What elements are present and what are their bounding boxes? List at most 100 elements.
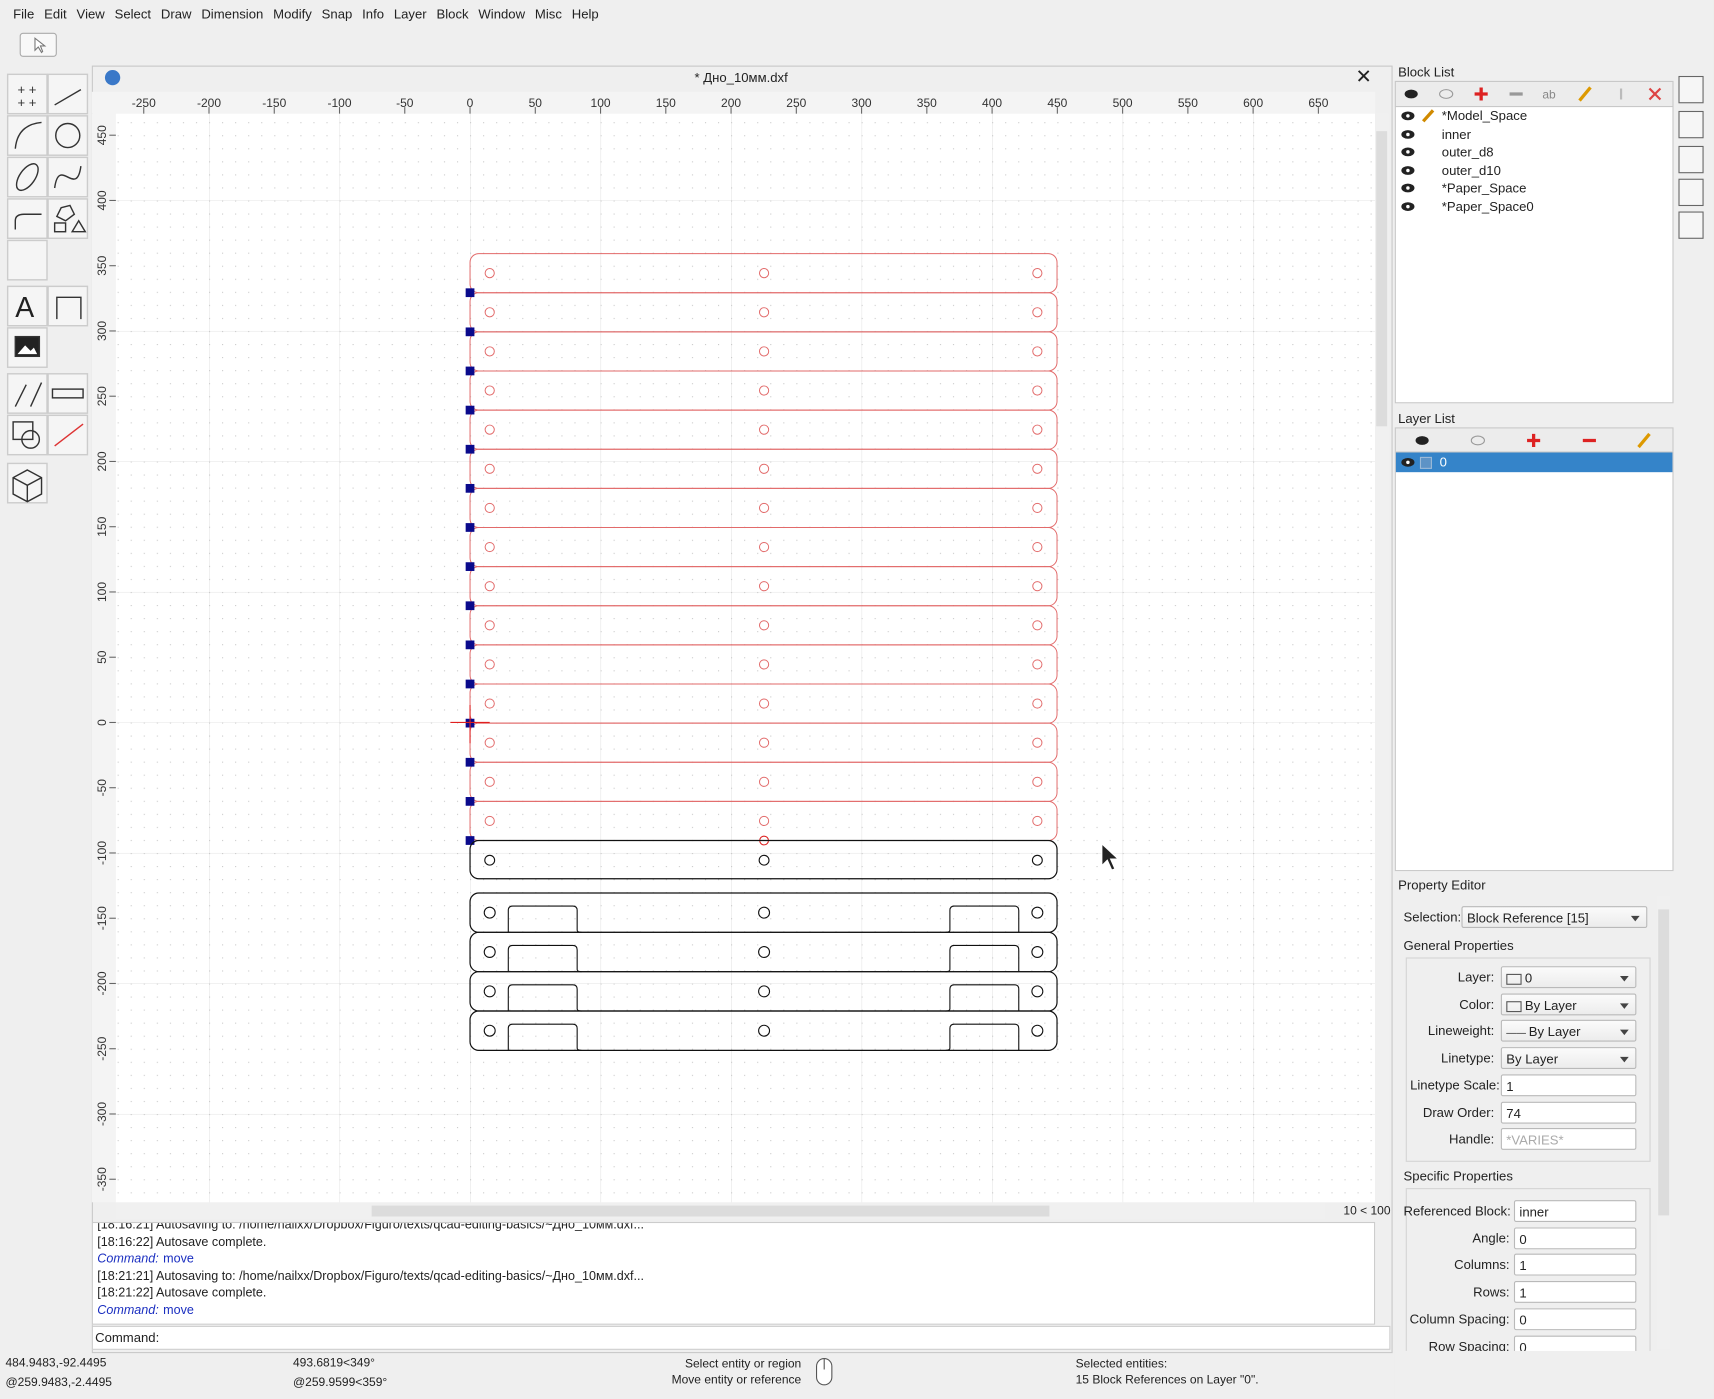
property-value: By Layer xyxy=(1528,1024,1581,1040)
red-hole xyxy=(484,698,495,709)
property-label: Columns: xyxy=(1454,1257,1510,1273)
block-item[interactable]: *Paper_Space0 xyxy=(1441,198,1534,214)
red-hole xyxy=(758,385,770,396)
menu-item[interactable]: Dimension xyxy=(201,6,264,22)
ruler-label: 100 xyxy=(591,96,611,110)
property-field[interactable]: 0 xyxy=(1513,1227,1637,1249)
red-hole xyxy=(758,620,770,631)
visibility-icon[interactable] xyxy=(1400,183,1415,194)
visibility-icon[interactable] xyxy=(1400,110,1415,121)
menu-item[interactable]: Window xyxy=(478,6,526,22)
ruler-label: 200 xyxy=(721,96,741,110)
property-value: 1 xyxy=(1506,1078,1514,1094)
property-scrollbar[interactable] xyxy=(1657,896,1671,1349)
visibility-icon[interactable] xyxy=(1400,164,1415,175)
hole xyxy=(483,906,496,919)
visibility-icon[interactable] xyxy=(1400,457,1415,468)
block-item[interactable]: inner xyxy=(1441,126,1471,142)
property-field[interactable]: 0 xyxy=(1500,966,1637,989)
property-field[interactable]: 74 xyxy=(1500,1101,1637,1124)
grip xyxy=(465,640,475,650)
hole xyxy=(758,945,771,959)
block-item[interactable]: *Paper_Space xyxy=(1441,180,1527,196)
property-field[interactable]: By Layer xyxy=(1500,993,1637,1016)
pupil xyxy=(1406,186,1410,190)
property-value: By Layer xyxy=(1524,997,1577,1013)
block-item[interactable]: *Model_Space xyxy=(1441,108,1528,124)
red-hole xyxy=(484,424,495,435)
red-hole xyxy=(758,502,770,513)
red-hole xyxy=(758,776,770,787)
log-prefix: Command: xyxy=(97,1303,159,1317)
log-line: [18:21:22] Autosave complete. xyxy=(97,1286,266,1299)
layer-list: 0 xyxy=(1394,451,1674,872)
layer-row-highlight[interactable] xyxy=(1395,452,1673,473)
ruler-label: 500 xyxy=(1113,96,1133,110)
property-field[interactable]: By Layer xyxy=(1500,1047,1637,1070)
menu-item[interactable]: View xyxy=(76,6,105,22)
ruler-label: -50 xyxy=(95,779,109,797)
block-item[interactable]: outer_d8 xyxy=(1441,144,1494,160)
red-hole xyxy=(1032,581,1043,592)
red-hole xyxy=(1032,541,1043,553)
ruler-label: 0 xyxy=(467,96,474,110)
red-hole xyxy=(484,659,495,670)
block-item[interactable]: outer_d10 xyxy=(1441,162,1501,178)
notch xyxy=(945,944,1020,973)
command-line[interactable]: Command: xyxy=(91,1325,1391,1350)
property-field[interactable]: 1 xyxy=(1513,1281,1637,1303)
hole xyxy=(758,1024,771,1037)
red-hole xyxy=(758,424,770,435)
hole xyxy=(1031,854,1043,866)
ruler-label: -200 xyxy=(197,96,221,110)
menu-item[interactable]: Edit xyxy=(44,6,67,22)
menu-item[interactable]: Misc xyxy=(534,6,562,22)
visibility-icon[interactable] xyxy=(1400,201,1415,212)
property-field[interactable]: 1 xyxy=(1513,1254,1637,1276)
selection-info: 15 Block References on Layer "0". xyxy=(1075,1373,1259,1388)
menu-item[interactable]: File xyxy=(13,6,35,22)
menu-item[interactable]: Info xyxy=(362,6,385,22)
hole xyxy=(484,854,496,866)
ruler-label: 350 xyxy=(917,96,937,110)
property-field[interactable]: inner xyxy=(1513,1200,1637,1222)
menu-item[interactable]: Help xyxy=(571,6,599,22)
red-hole xyxy=(484,385,495,396)
menu-item[interactable]: Snap xyxy=(321,6,353,22)
property-label: Lineweight: xyxy=(1427,1023,1495,1039)
property-field[interactable]: 0 xyxy=(1513,1308,1637,1330)
selection-combo[interactable]: Block Reference [15] xyxy=(1461,906,1648,928)
ruler-label: 100 xyxy=(95,582,109,602)
hole xyxy=(758,906,771,919)
close-button[interactable]: ✕ xyxy=(1355,65,1372,88)
visibility-icon[interactable] xyxy=(1400,128,1415,139)
pupil xyxy=(1406,132,1410,136)
menu-item[interactable]: Block xyxy=(436,6,469,22)
layer-item[interactable]: 0 xyxy=(1439,454,1447,470)
grip xyxy=(465,327,475,337)
menu-item[interactable]: Draw xyxy=(160,6,192,22)
menu-item[interactable]: Layer xyxy=(393,6,427,22)
visibility-icon[interactable] xyxy=(1400,146,1415,157)
red-hole xyxy=(1032,463,1043,474)
property-field[interactable]: 1 xyxy=(1500,1074,1637,1097)
property-label: Column Spacing: xyxy=(1409,1311,1510,1327)
menu-item[interactable]: Modify xyxy=(273,6,312,22)
hole xyxy=(1031,906,1044,919)
red-hole xyxy=(1032,385,1043,396)
notch xyxy=(507,905,582,933)
red-hole xyxy=(484,815,495,827)
property-field[interactable]: *VARIES* xyxy=(1500,1128,1637,1151)
selection-label: Selection: xyxy=(1403,909,1462,925)
select-tool-button[interactable] xyxy=(19,32,57,57)
log-text: move xyxy=(163,1303,194,1317)
red-hole xyxy=(484,541,495,553)
menu-item[interactable]: Select xyxy=(114,6,152,22)
ruler-label: 450 xyxy=(95,125,109,145)
grip xyxy=(465,366,475,376)
red-hole xyxy=(484,346,495,357)
property-field[interactable]: —— By Layer xyxy=(1500,1020,1637,1043)
selection-label: Selected entities: xyxy=(1075,1357,1168,1371)
layer-list-title: Layer List xyxy=(1398,410,1455,427)
